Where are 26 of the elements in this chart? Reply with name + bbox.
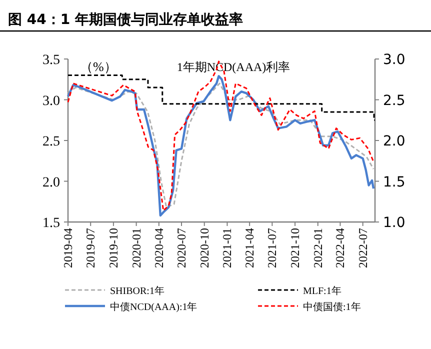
x-tick-label: 2021-04: [242, 228, 257, 268]
x-tick-label: 2022-07: [356, 228, 370, 268]
y2-tick-label: 3.0: [383, 52, 406, 68]
x-tick-label: 2022-04: [333, 228, 348, 268]
title: 图 44：1 年期国债与同业存单收益率: [8, 12, 243, 28]
x-tick-label: 2020-01: [129, 228, 144, 268]
x-tick-label: 2019-10: [106, 228, 120, 268]
y-tick-label: 2.0: [42, 175, 60, 190]
ylabel: （%）: [80, 59, 117, 74]
x-tick-label: 2021-01: [220, 228, 234, 268]
y2-tick-label: 2.5: [383, 92, 406, 109]
x-tick-label: 2019-04: [61, 228, 75, 268]
x-tick-label: 2020-10: [197, 228, 212, 268]
y-tick-label: 2.5: [42, 134, 60, 150]
x-tick-label: 2020-04: [152, 228, 166, 268]
y-tick-label: 1.5: [42, 216, 60, 231]
x-tick-label: 2020-07: [174, 228, 189, 268]
x-tick-label: 2022-01: [310, 228, 325, 268]
y2-tick-label: 1.5: [383, 174, 406, 190]
x-tick-label: 2019-07: [84, 228, 98, 268]
y-tick-label: 3.5: [42, 53, 60, 68]
x-tick-label: 2021-07: [265, 228, 280, 268]
y2-tick-label: 1.0: [383, 215, 406, 231]
x-tick-label: 2021-10: [288, 228, 302, 268]
y2-tick-label: 2.0: [383, 134, 406, 150]
y-tick-label: 3.0: [42, 94, 60, 109]
